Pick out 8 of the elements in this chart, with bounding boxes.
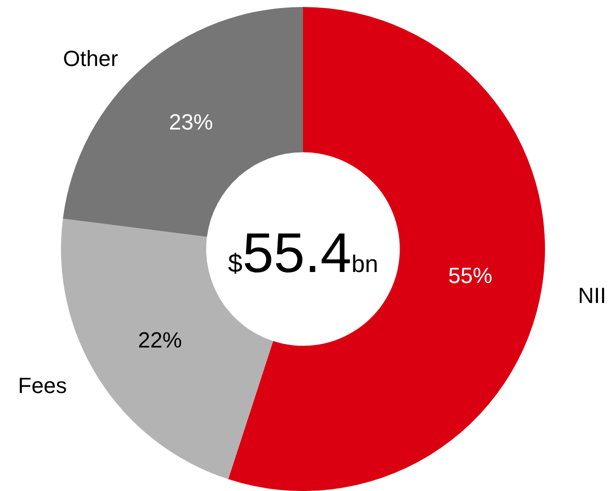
data-label: 23% bbox=[168, 109, 213, 134]
slice-label: Other bbox=[63, 46, 118, 71]
data-label: 22% bbox=[138, 327, 182, 352]
slice-label: NII bbox=[578, 283, 606, 308]
slice-label: Fees bbox=[18, 373, 67, 398]
data-label: 55% bbox=[448, 263, 492, 288]
text: $55.4bn bbox=[228, 221, 378, 284]
donut-slice bbox=[228, 7, 545, 491]
